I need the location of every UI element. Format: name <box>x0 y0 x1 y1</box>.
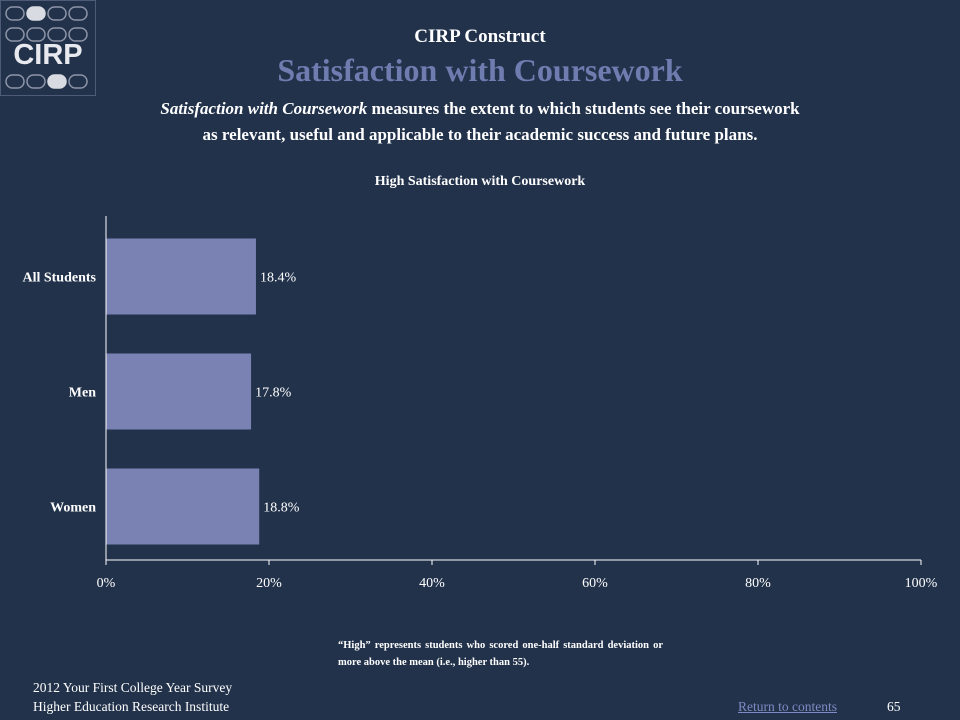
x-tick-group: 0% 20% 40% 60% 80% 100% <box>97 560 938 591</box>
bar-group: All Students 18.4% Men 17.8% Women 18.8% <box>22 238 300 545</box>
value-label: 18.4% <box>260 271 297 286</box>
category-label: All Students <box>22 271 96 286</box>
value-label: 18.8% <box>263 501 300 516</box>
page-number: 65 <box>887 699 901 714</box>
category-label: Women <box>50 501 96 516</box>
logo-pill <box>68 74 88 89</box>
logo-pill <box>68 27 88 42</box>
survey-name: 2012 Your First College Year Survey <box>33 680 233 695</box>
bar-men <box>106 353 252 430</box>
x-tick-label: 100% <box>905 576 938 591</box>
construct-description: Satisfaction with Coursework measures th… <box>0 96 960 148</box>
logo-text: CIRP <box>13 39 82 71</box>
satisfaction-bar-chart: High Satisfaction with Coursework All St… <box>22 174 938 591</box>
logo-pill <box>26 27 46 42</box>
x-tick-label: 60% <box>582 576 608 591</box>
logo-pill-row-middle <box>5 27 88 42</box>
description-emphasis: Satisfaction with Coursework <box>160 99 368 118</box>
chart-title: High Satisfaction with Coursework <box>375 174 586 189</box>
x-tick-label: 0% <box>97 576 116 591</box>
logo-pill <box>5 27 25 42</box>
footnote: “High” represents students who scored on… <box>338 640 663 668</box>
logo-pill <box>47 27 67 42</box>
category-label: Men <box>69 386 96 401</box>
description-text: measures the extent to which students se… <box>367 99 800 118</box>
institute-name: Higher Education Research Institute <box>33 699 230 714</box>
page-title: Satisfaction with Coursework <box>277 52 683 88</box>
logo-pill-row-bottom <box>5 74 88 89</box>
x-tick-label: 20% <box>256 576 282 591</box>
logo-pill-row-top <box>5 6 88 21</box>
description-line-2: as relevant, useful and applicable to th… <box>202 125 758 144</box>
logo-pill <box>68 6 88 21</box>
logo-pill <box>26 74 46 89</box>
cirp-logo: CIRP <box>0 0 96 96</box>
logo-pill <box>47 74 67 89</box>
logo-pill <box>5 74 25 89</box>
return-to-contents-link[interactable]: Return to contents <box>738 699 837 714</box>
construct-label: CIRP Construct <box>414 26 546 47</box>
value-label: 17.8% <box>255 386 292 401</box>
logo-pill <box>5 6 25 21</box>
x-tick-label: 40% <box>419 576 445 591</box>
logo-pill <box>26 6 46 21</box>
bar-all-students <box>106 238 256 315</box>
bar-women <box>106 468 260 545</box>
x-tick-label: 80% <box>745 576 771 591</box>
logo-pill <box>47 6 67 21</box>
